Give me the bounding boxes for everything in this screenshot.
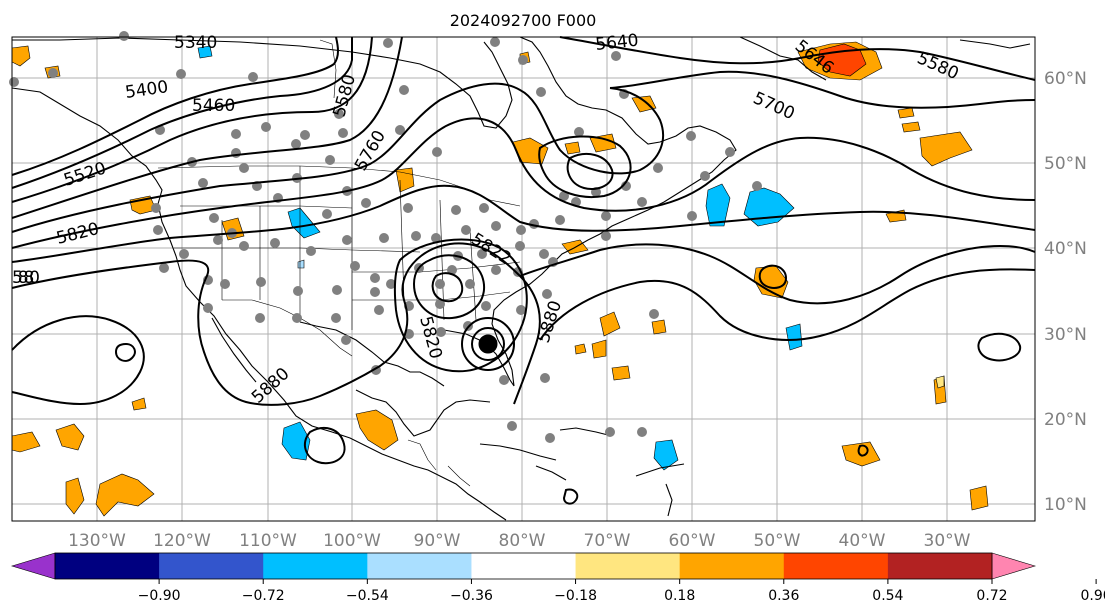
lat-label: 50°N — [1044, 154, 1087, 174]
colorbar-segment — [887, 553, 993, 579]
colorbar-segment — [783, 553, 889, 579]
colorbar-tick-label: −0.36 — [450, 588, 493, 604]
contour-label: 5880 — [12, 268, 40, 288]
lat-label: 30°N — [1044, 325, 1087, 345]
colorbar-extend-high — [991, 552, 1037, 580]
colorbar-tick-label: 0.36 — [768, 588, 799, 604]
colorbar-tick-label: 0.72 — [976, 588, 1007, 604]
lon-label: 50°W — [754, 531, 801, 551]
coastlines — [11, 36, 1031, 521]
colorbar-frame — [54, 552, 993, 580]
colorbar: −0.90 −0.72 −0.54 −0.36 −0.18 0.18 0.36 0.54 0.7… — [10, 552, 1105, 604]
lon-label: 40°W — [839, 531, 886, 551]
colorbar-tick-label: −0.90 — [138, 588, 181, 604]
lon-label: 70°W — [584, 531, 631, 551]
lon-label: 80°W — [499, 531, 546, 551]
colorbar-segment — [55, 553, 160, 579]
height-contours — [11, 36, 1036, 505]
colorbar-segment — [471, 553, 577, 579]
lon-label: 100°W — [323, 531, 381, 551]
lat-label: 60°N — [1044, 69, 1087, 89]
lon-label: 90°W — [414, 531, 461, 551]
colorbar-segments — [55, 553, 993, 579]
map-panel: 5340 5400 5460 5520 5580 5640 5646 5580 … — [9, 31, 1036, 522]
lon-label: 60°W — [669, 531, 716, 551]
lat-label: 10°N — [1044, 495, 1087, 515]
colorbar-segment — [367, 553, 472, 579]
lon-label: 130°W — [68, 531, 126, 551]
latitude-labels: 60°N 50°N 40°N 30°N 20°N 10°N — [1044, 69, 1087, 515]
map-frame — [11, 36, 1036, 522]
lat-label: 20°N — [1044, 410, 1087, 430]
colorbar-segment — [575, 553, 681, 579]
colorbar-segment — [263, 553, 368, 579]
colorbar-tick-label: 0.18 — [664, 588, 695, 604]
colorbar-segment — [679, 553, 785, 579]
map-title: 2024092700 F000 — [450, 11, 597, 30]
lat-label: 40°N — [1044, 239, 1087, 259]
colorbar-tick-label: 0.90 — [1081, 588, 1105, 604]
lon-label: 110°W — [239, 531, 297, 551]
colorbar-tick-label: −0.18 — [554, 588, 597, 604]
colorbar-segment — [159, 553, 264, 579]
station-dots — [9, 31, 762, 443]
contour-label: 5340 — [174, 33, 217, 53]
colorbar-extend-low — [10, 552, 56, 580]
colorbar-tick-label: −0.54 — [346, 588, 389, 604]
colorbar-tick-label: 0.54 — [872, 588, 903, 604]
contour-label: 5640 — [594, 31, 639, 55]
contour-label: 5460 — [192, 96, 235, 116]
colorbar-ticks: −0.90 −0.72 −0.54 −0.36 −0.18 0.18 0.36 0.54 0.7… — [138, 579, 1105, 604]
lon-label: 30°W — [924, 531, 971, 551]
colorbar-tick-label: −0.72 — [242, 588, 285, 604]
lon-label: 120°W — [153, 531, 211, 551]
longitude-labels: 130°W 120°W 110°W 100°W 90°W 80°W 70°W 6… — [68, 531, 971, 551]
